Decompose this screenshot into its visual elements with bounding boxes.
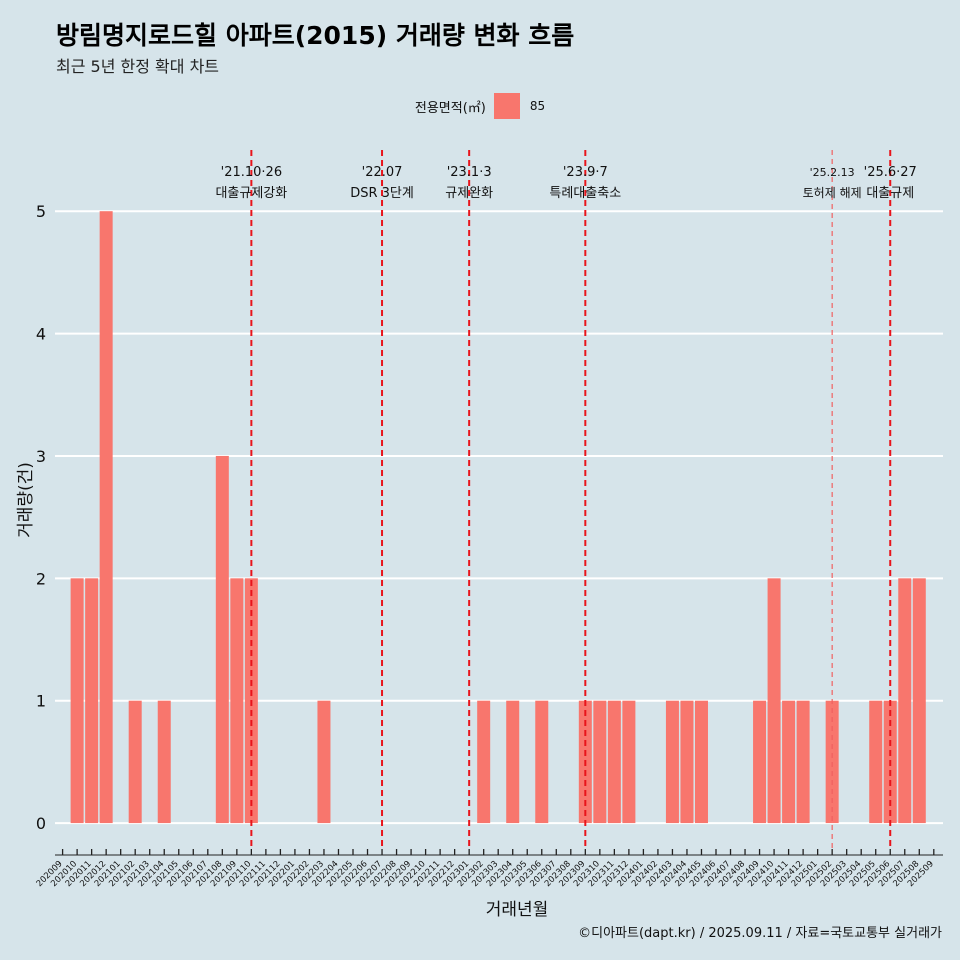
event-date-label: '23.9·7 xyxy=(563,165,608,180)
legend: 전용면적(㎡) 85 xyxy=(0,93,960,119)
bar xyxy=(665,700,679,824)
bar xyxy=(782,700,796,824)
y-tick-label: 0 xyxy=(36,814,46,833)
y-axis-title: 거래량(건) xyxy=(16,462,36,538)
chart-subtitle: 최근 5년 한정 확대 차트 xyxy=(56,57,220,76)
event-date-label: '25.6·27 xyxy=(864,165,917,180)
bar xyxy=(230,578,244,824)
legend-label: 85 xyxy=(529,99,546,113)
bar xyxy=(477,700,491,824)
legend-title: 전용면적(㎡) xyxy=(414,100,486,116)
bar xyxy=(694,700,708,824)
y-tick-label: 4 xyxy=(36,325,46,344)
chart-title: 방림명지로드힐 아파트(2015) 거래량 변화 흐름 xyxy=(56,21,575,50)
bar xyxy=(607,700,621,824)
bar xyxy=(825,700,839,824)
y-tick-label: 5 xyxy=(36,202,46,221)
bar xyxy=(99,211,113,824)
event-label: 대출규제강화 xyxy=(215,186,287,201)
bar xyxy=(869,700,883,824)
bar xyxy=(317,700,331,824)
event-date-label: '21.10·26 xyxy=(221,165,282,180)
event-date-label: '23.1·3 xyxy=(447,165,492,180)
bar xyxy=(593,700,607,824)
x-axis-title: 거래년월 xyxy=(486,900,549,920)
event-label: DSR 3단계 xyxy=(350,186,414,201)
bar xyxy=(70,578,84,824)
bar xyxy=(157,700,171,824)
event-label: 규제완화 xyxy=(445,186,493,201)
y-tick-label: 1 xyxy=(36,692,46,711)
source-caption: ©디아파트(dapt.kr) / 2025.09.11 / 자료=국토교통부 실… xyxy=(578,926,942,941)
bar xyxy=(680,700,694,824)
legend-swatch xyxy=(493,93,520,119)
bar xyxy=(796,700,810,824)
bar xyxy=(506,700,520,824)
bar xyxy=(85,578,99,824)
event-date-label: '22.07 xyxy=(362,165,403,180)
bar xyxy=(535,700,549,824)
bar xyxy=(753,700,767,824)
event-label: 대출규제 xyxy=(866,186,914,201)
bar xyxy=(912,578,926,824)
bar xyxy=(898,578,912,824)
bar xyxy=(128,700,142,824)
bar xyxy=(215,455,229,824)
event-label: 토허제 해제 xyxy=(803,186,862,200)
y-tick-label: 2 xyxy=(36,569,46,588)
bar xyxy=(622,700,636,824)
y-tick-label: 3 xyxy=(36,447,46,466)
event-label: 특례대출축소 xyxy=(549,186,621,201)
event-date-label: '25.2.13 xyxy=(810,166,855,179)
bar xyxy=(767,578,781,824)
